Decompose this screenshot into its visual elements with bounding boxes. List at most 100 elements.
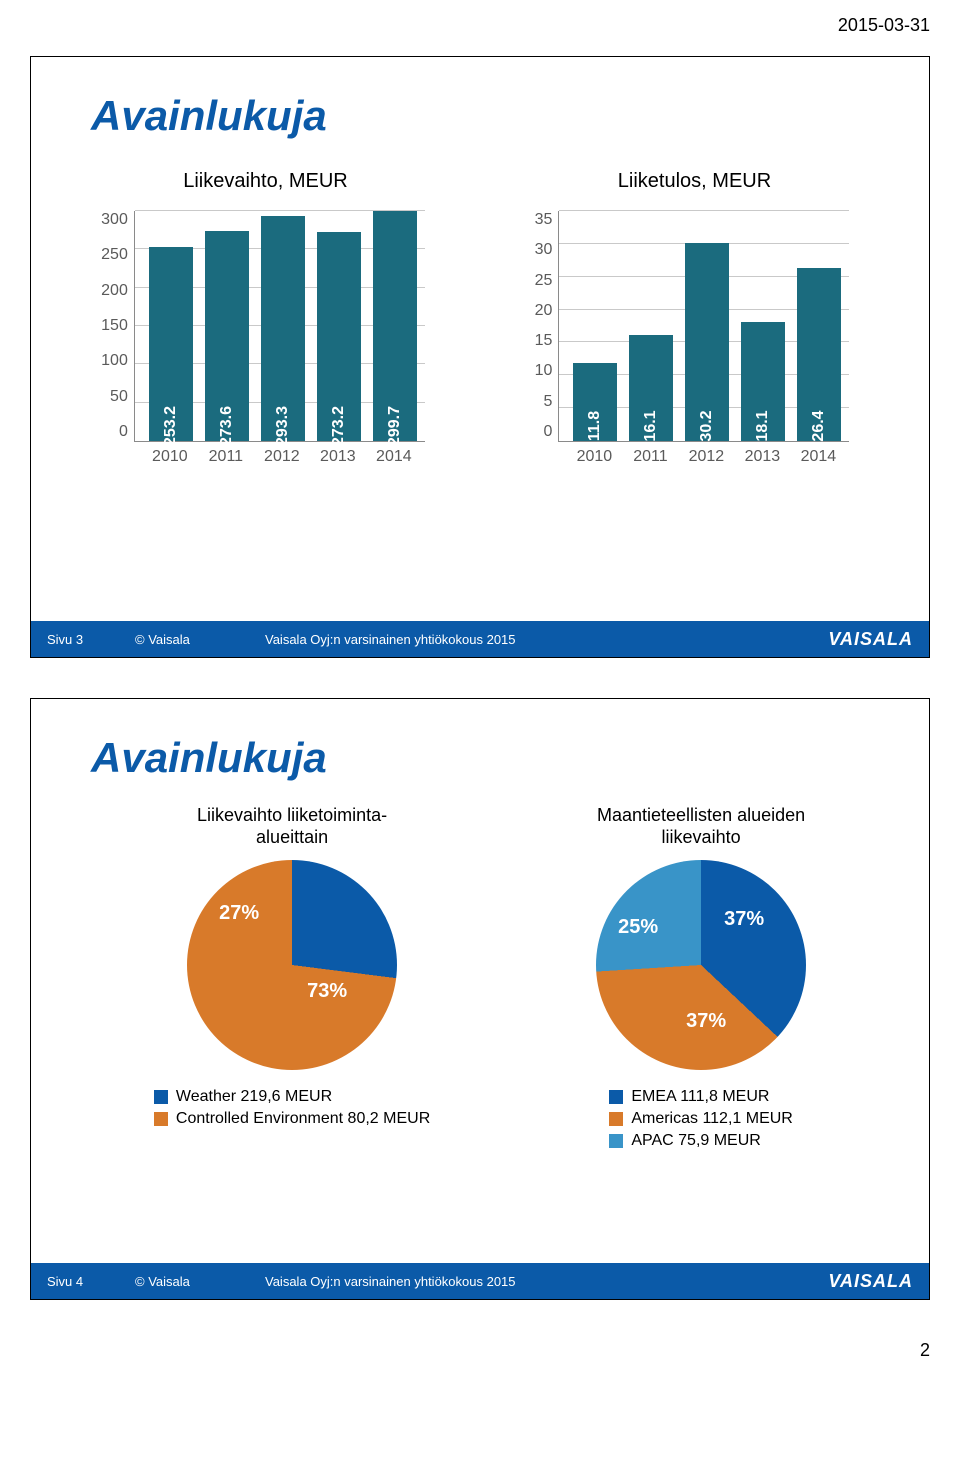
x-tick-label: 2014 xyxy=(790,448,846,466)
bar-slot: 273.6 xyxy=(199,211,255,441)
bar: 30.2 xyxy=(685,243,729,441)
x-tick-label: 2010 xyxy=(566,448,622,466)
bar-value-label: 273.2 xyxy=(330,406,348,446)
footer-logo-1: VAISALA xyxy=(828,629,913,650)
legend-item: Controlled Environment 80,2 MEUR xyxy=(154,1110,430,1128)
bar-value-label: 293.3 xyxy=(274,406,292,446)
bar-slot: 30.2 xyxy=(679,211,735,441)
x-tick-label: 2013 xyxy=(310,448,366,466)
legend-label: Americas 112,1 MEUR xyxy=(631,1110,793,1128)
bar: 18.1 xyxy=(741,322,785,441)
y-tick: 15 xyxy=(535,332,553,350)
bar-slot: 16.1 xyxy=(623,211,679,441)
legend-label: Weather 219,6 MEUR xyxy=(176,1088,332,1106)
legend-item: Weather 219,6 MEUR xyxy=(154,1088,430,1106)
pie-title-right-line1: Maantieteellisten alueiden xyxy=(597,804,805,827)
footer-copyright-1: © Vaisala xyxy=(135,632,265,647)
pie-title-left: Liikevaihto liiketoiminta- alueittain xyxy=(197,802,387,850)
bar-slot: 293.3 xyxy=(255,211,311,441)
bar-charts-row: Liikevaihto, MEUR 300250200150100500 253… xyxy=(71,170,889,471)
y-tick: 50 xyxy=(110,388,128,406)
legend-swatch xyxy=(609,1090,623,1104)
bar-slot: 11.8 xyxy=(567,211,623,441)
y-tick: 0 xyxy=(119,423,128,441)
page-number: 2 xyxy=(0,1340,960,1381)
bar-value-label: 30.2 xyxy=(698,410,716,441)
bar: 293.3 xyxy=(261,216,305,441)
bar: 11.8 xyxy=(573,363,617,441)
bar-chart-liikevaihto: Liikevaihto, MEUR 300250200150100500 253… xyxy=(71,170,460,471)
plot-right: 11.8 16.1 30.2 18.1 26.4 xyxy=(558,211,849,442)
y-tick: 150 xyxy=(101,317,128,335)
legend-swatch xyxy=(609,1134,623,1148)
legend-label: APAC 75,9 MEUR xyxy=(631,1132,761,1150)
pie-slice-label: 73% xyxy=(307,980,347,1003)
y-tick: 10 xyxy=(535,362,553,380)
bar-value-label: 16.1 xyxy=(642,410,660,441)
bar-value-label: 11.8 xyxy=(586,411,604,441)
bar-slot: 18.1 xyxy=(735,211,791,441)
y-tick: 300 xyxy=(101,211,128,229)
legend-swatch xyxy=(154,1112,168,1126)
x-tick-label: 2011 xyxy=(198,448,254,466)
bar: 299.7 xyxy=(373,211,417,441)
slide2-title: Avainlukuja xyxy=(91,734,889,782)
pie-title-right: Maantieteellisten alueiden liikevaihto xyxy=(597,802,805,850)
y-tick: 250 xyxy=(101,246,128,264)
legend-item: APAC 75,9 MEUR xyxy=(609,1132,793,1150)
pie-slice-label: 25% xyxy=(618,916,658,939)
footer-page-1: Sivu 3 xyxy=(31,632,135,647)
footer-logo-2: VAISALA xyxy=(828,1271,913,1292)
footer-name-1: Vaisala Oyj:n varsinainen yhtiökokous 20… xyxy=(265,632,565,647)
legend-left: Weather 219,6 MEUR Controlled Environment… xyxy=(154,1088,430,1132)
x-tick-label: 2012 xyxy=(678,448,734,466)
pie-slice-label: 37% xyxy=(686,1010,726,1033)
pie-title-left-line2: alueittain xyxy=(197,826,387,849)
legend-item: Americas 112,1 MEUR xyxy=(609,1110,793,1128)
pie-title-right-line2: liikevaihto xyxy=(597,826,805,849)
pie-right: 37% 37% 25% xyxy=(596,860,806,1070)
legend-right: EMEA 111,8 MEUR Americas 112,1 MEUR APAC 7… xyxy=(609,1088,793,1154)
y-axis-left: 300250200150100500 xyxy=(101,211,134,441)
legend-label: Controlled Environment 80,2 MEUR xyxy=(176,1110,430,1128)
y-axis-right: 35302520151050 xyxy=(535,211,559,441)
x-tick-label: 2011 xyxy=(622,448,678,466)
legend-label: EMEA 111,8 MEUR xyxy=(631,1088,769,1106)
slide1-footer: Sivu 3 © Vaisala Vaisala Oyj:n varsinain… xyxy=(31,621,929,657)
bar: 16.1 xyxy=(629,335,673,441)
pie-title-left-line1: Liikevaihto liiketoiminta- xyxy=(197,804,387,827)
y-tick: 100 xyxy=(101,352,128,370)
bar: 273.2 xyxy=(317,232,361,441)
x-tick-label: 2014 xyxy=(366,448,422,466)
slide-1: Avainlukuja Liikevaihto, MEUR 3002502001… xyxy=(30,56,930,658)
bar: 273.6 xyxy=(205,231,249,441)
slide-2: Avainlukuja Liikevaihto liiketoiminta- a… xyxy=(30,698,930,1300)
page-date: 2015-03-31 xyxy=(0,0,960,56)
x-tick-label: 2012 xyxy=(254,448,310,466)
pie-slice-label: 37% xyxy=(724,908,764,931)
bar-value-label: 273.6 xyxy=(218,406,236,446)
slide1-title: Avainlukuja xyxy=(91,92,889,140)
pie-charts-row: Liikevaihto liiketoiminta- alueittain 73… xyxy=(71,802,889,1154)
y-tick: 20 xyxy=(535,302,553,320)
bar-slot: 299.7 xyxy=(367,211,423,441)
chart-title-left: Liikevaihto, MEUR xyxy=(183,170,348,193)
chart-title-right: Liiketulos, MEUR xyxy=(618,170,771,193)
slide2-footer: Sivu 4 © Vaisala Vaisala Oyj:n varsinain… xyxy=(31,1263,929,1299)
bar-value-label: 253.2 xyxy=(162,406,180,446)
pie-chart-liiketoiminta: Liikevaihto liiketoiminta- alueittain 73… xyxy=(154,802,430,1154)
pie-slice-label: 27% xyxy=(219,902,259,925)
legend-swatch xyxy=(609,1112,623,1126)
legend-item: EMEA 111,8 MEUR xyxy=(609,1088,793,1106)
bar-chart-liiketulos: Liiketulos, MEUR 35302520151050 11.816.1… xyxy=(500,170,889,471)
x-tick-label: 2010 xyxy=(142,448,198,466)
bar-slot: 253.2 xyxy=(143,211,199,441)
plot-left: 253.2 273.6 293.3 273.2 299.7 xyxy=(134,211,425,442)
footer-name-2: Vaisala Oyj:n varsinainen yhtiökokous 20… xyxy=(265,1274,565,1289)
pie-chart-maantieteellinen: Maantieteellisten alueiden liikevaihto 3… xyxy=(596,802,806,1154)
bar-value-label: 26.4 xyxy=(810,410,828,441)
bars-right: 11.8 16.1 30.2 18.1 26.4 xyxy=(559,211,855,441)
bar: 253.2 xyxy=(149,247,193,441)
legend-swatch xyxy=(154,1090,168,1104)
bars-left: 253.2 273.6 293.3 273.2 299.7 xyxy=(135,211,431,441)
